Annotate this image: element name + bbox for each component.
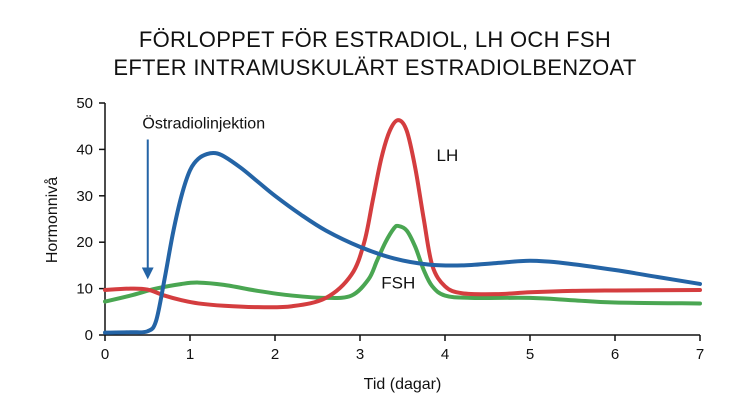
y-tick-label: 30	[76, 188, 93, 205]
x-axis-title: Tid (dagar)	[364, 376, 442, 393]
x-tick-label: 6	[611, 346, 619, 363]
y-tick-label: 10	[76, 281, 93, 298]
x-tick-label: 4	[441, 346, 449, 363]
x-tick-label: 5	[526, 346, 534, 363]
x-tick-label: 2	[271, 346, 279, 363]
series-line-estradiol	[103, 150, 702, 335]
series-line-lh	[103, 118, 702, 310]
y-tick-label: 40	[76, 141, 93, 158]
x-tick-label: 7	[696, 346, 704, 363]
series-label-fsh: FSH	[381, 274, 415, 293]
y-tick-label: 0	[85, 327, 93, 344]
y-axis-title: Hormonnivå	[43, 177, 61, 263]
y-tick-label: 20	[76, 234, 93, 251]
x-tick-label: 0	[101, 346, 109, 363]
chart-title-line-1: FÖRLOPPET FÖR ESTRADIOL, LH OCH FSH	[138, 27, 612, 52]
series-label-lh: LH	[437, 146, 459, 165]
injection-annotation-label: Östradiolinjektion	[142, 114, 265, 132]
series-line-fsh	[103, 223, 702, 306]
x-tick-label: 1	[186, 346, 194, 363]
y-tick-label: 50	[76, 95, 93, 112]
chart-title-line-2: EFTER INTRAMUSKULÄRT ESTRADIOLBENZOAT	[113, 55, 637, 80]
x-tick-label: 3	[356, 346, 364, 363]
